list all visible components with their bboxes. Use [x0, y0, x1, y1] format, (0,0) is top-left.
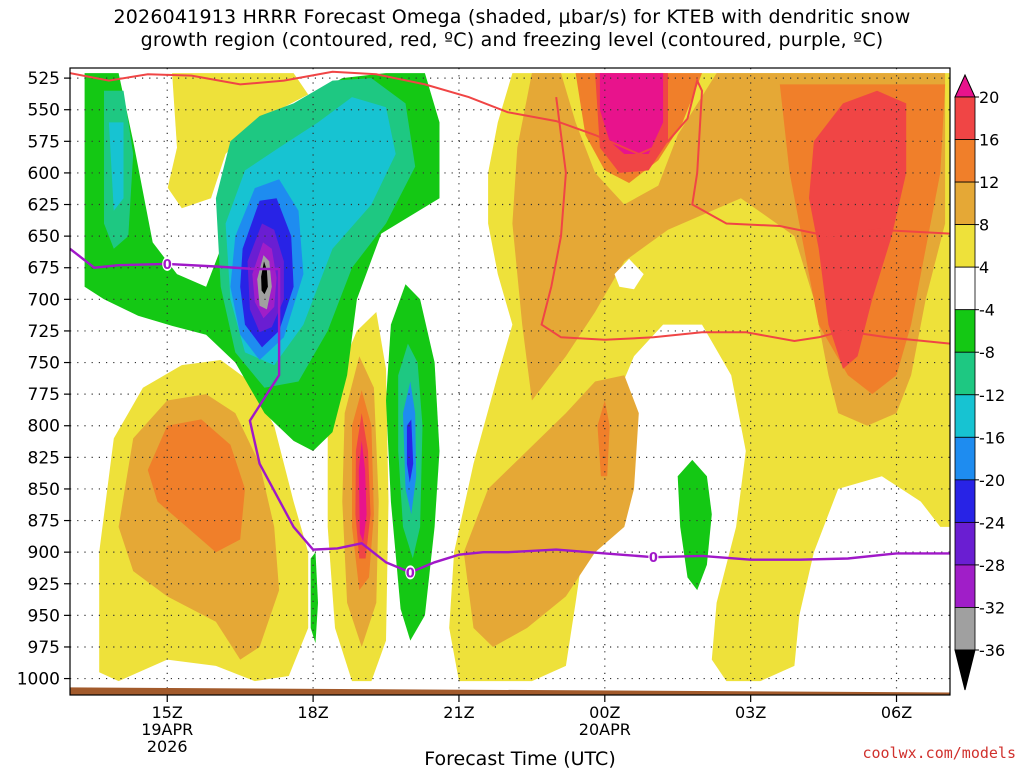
omega-region-navy-column	[406, 419, 414, 483]
x-tick-label-00Z: 00Z	[589, 703, 620, 722]
y-tick-label-825: 825	[28, 448, 60, 468]
freezing-label-bg-1	[405, 565, 416, 580]
x-tick-date-00Z: 20APR	[579, 720, 631, 739]
colorbar-bin-9	[954, 436, 976, 481]
colorbar-label-2: 12	[979, 173, 999, 192]
x-tick-label-06Z: 06Z	[881, 703, 912, 722]
colorbar-label-10: -24	[979, 513, 1005, 532]
colorbar-bin-4	[954, 224, 976, 268]
y-tick-label-925: 925	[28, 575, 60, 595]
colorbar-bin-10	[954, 479, 976, 523]
omega-region-yellow-west	[152, 73, 309, 209]
y-tick-label-975: 975	[28, 638, 60, 658]
white-island-west	[133, 73, 177, 224]
plot-frame	[69, 67, 951, 696]
x-tick-label-21Z: 21Z	[443, 703, 474, 722]
colorbar-top-triangle	[954, 73, 976, 98]
omega-region-gold-east-lower	[463, 375, 639, 647]
chart-title-line-1: 2026041913 HRRR Forecast Omega (shaded, …	[113, 6, 911, 28]
colorbar-label-3: 8	[979, 216, 989, 235]
y-tick-label-875: 875	[28, 512, 60, 532]
y-tick-label-850: 850	[28, 480, 60, 500]
source-watermark[interactable]: coolwx.com/models	[862, 744, 1016, 762]
colorbar-bin-12	[954, 564, 976, 608]
x-tick-year-15Z: 2026	[147, 737, 188, 756]
omega-region-green-thin	[310, 552, 318, 644]
colorbar-label-13: -36	[979, 641, 1005, 660]
y-tick-label-750: 750	[28, 354, 60, 374]
y-tick-label-700: 700	[28, 290, 60, 310]
colorbar-label-8: -16	[979, 428, 1005, 447]
ground-terrain	[70, 687, 950, 695]
dgz-contour-upper	[70, 70, 950, 238]
colorbar-bin-13	[954, 607, 976, 651]
x-tick-label-18Z: 18Z	[297, 703, 328, 722]
omega-region-magenta-column	[358, 440, 367, 542]
x-axis-title: Forecast Time (UTC)	[424, 748, 615, 768]
colorbar-bin-2	[954, 139, 976, 183]
colorbar-label-12: -32	[979, 598, 1005, 617]
y-tick-label-775: 775	[28, 385, 60, 405]
freezing-level-label-0: 0	[163, 258, 172, 273]
colorbar-label-4: 4	[979, 258, 989, 277]
plot-area: 0 0 0	[70, 68, 950, 695]
omega-region-green-east	[677, 459, 712, 591]
y-tick-label-900: 900	[28, 543, 60, 563]
freezing-level-0C	[70, 247, 950, 574]
white-island-east	[614, 258, 644, 290]
colorbar-label-9: -20	[979, 471, 1005, 490]
colorbar-label-1: 16	[979, 131, 999, 150]
y-tick-label-600: 600	[28, 164, 60, 184]
chart-title: 2026041913 HRRR Forecast Omega (shaded, …	[0, 6, 1024, 52]
colorbar-label-11: -28	[979, 556, 1005, 575]
freezing-label-bg-2	[648, 550, 659, 565]
colorbar-label-7: -12	[979, 386, 1005, 405]
colorbar-bin-6	[954, 309, 976, 353]
freezing-level-label-1: 0	[406, 566, 415, 581]
colorbar-bin-5	[954, 266, 976, 311]
colorbar-label-0: 20	[979, 88, 999, 107]
colorbar-bin-11	[954, 521, 976, 566]
colorbar-bin-1	[954, 96, 976, 140]
y-tick-label-1000: 1000	[17, 670, 60, 690]
omega-region-cyan-west	[108, 122, 124, 211]
colorbar-bin-7	[954, 351, 976, 396]
colorbar: 20 16 12 8 4 -4 -8 -12 -16 -20 -24 -28 -32 -36	[954, 73, 1005, 691]
colorbar-label-6: -8	[979, 343, 995, 362]
colorbar-bin-3	[954, 181, 976, 226]
colorbar-label-5: -4	[979, 301, 995, 320]
y-tick-label-950: 950	[28, 606, 60, 626]
chart-title-line-2: growth region (contoured, red, ºC) and f…	[140, 29, 884, 51]
y-tick-label-800: 800	[28, 417, 60, 437]
y-tick-label-650: 650	[28, 227, 60, 247]
omega-region-orange-southwest	[147, 419, 245, 553]
omega-region-orange-east-lower	[597, 400, 610, 477]
colorbar-bin-8	[954, 394, 976, 438]
y-tick-label-625: 625	[28, 196, 60, 216]
y-tick-label-725: 725	[28, 322, 60, 342]
dgz-contour-lower	[540, 96, 950, 345]
omega-region-magenta-east	[599, 73, 664, 154]
y-tick-label-550: 550	[28, 101, 60, 121]
y-tick-label-575: 575	[28, 132, 60, 152]
x-tick-date-15Z: 19APR	[141, 720, 193, 739]
x-tick-label-15Z: 15Z	[152, 703, 183, 722]
freezing-level-label-2: 0	[649, 551, 658, 566]
y-tick-label-525: 525	[28, 69, 60, 89]
freezing-label-bg-0	[162, 256, 173, 271]
x-tick-label-03Z: 03Z	[735, 703, 766, 722]
y-tick-label-675: 675	[28, 259, 60, 279]
colorbar-bottom-triangle	[954, 649, 976, 691]
